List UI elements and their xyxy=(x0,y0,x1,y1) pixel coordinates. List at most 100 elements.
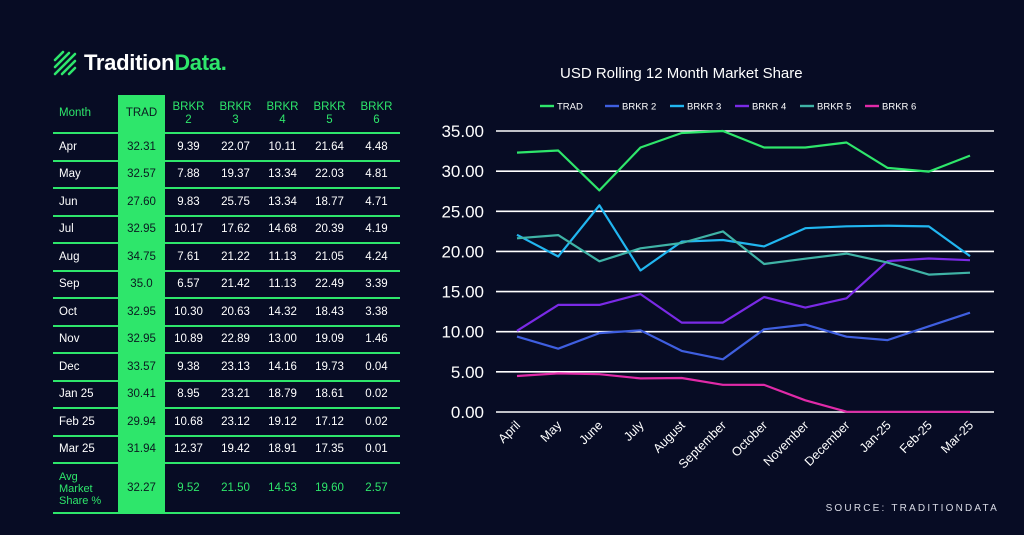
table-cell: 20.63 xyxy=(212,298,259,327)
y-tick-label: 25.00 xyxy=(441,202,484,221)
column-header-brkr-6: BRKR 6 xyxy=(353,95,400,134)
table-row: Aug 34.75 7.61 21.22 11.13 21.05 4.24 xyxy=(53,243,400,272)
row-label: Sep xyxy=(53,270,118,299)
table-cell: 29.94 xyxy=(118,408,165,437)
table-row: Oct 32.95 10.30 20.63 14.32 18.43 3.38 xyxy=(53,298,400,327)
x-tick-label: December xyxy=(802,418,853,469)
y-tick-label: 15.00 xyxy=(441,283,484,302)
table-cell: 3.39 xyxy=(353,270,400,299)
column-header-month: Month xyxy=(53,95,118,134)
table-cell: 1.46 xyxy=(353,325,400,354)
table-cell: 25.75 xyxy=(212,188,259,217)
table-cell: 21.64 xyxy=(306,133,353,162)
row-label: Oct xyxy=(53,298,118,327)
legend-label: TRAD xyxy=(557,102,583,113)
row-label: Feb 25 xyxy=(53,408,118,437)
table-cell: 10.17 xyxy=(165,215,212,244)
average-cell: 2.57 xyxy=(353,463,400,514)
y-tick-label: 5.00 xyxy=(451,363,484,382)
row-label: Aug xyxy=(53,243,118,272)
series-line-brkr-2 xyxy=(516,311,971,361)
table-cell: 31.94 xyxy=(118,435,165,464)
y-tick-label: 20.00 xyxy=(441,242,484,261)
column-header-brkr-4: BRKR 4 xyxy=(259,95,306,134)
brand-name-part2: Data. xyxy=(174,50,227,75)
legend-label: BRKR 4 xyxy=(752,102,786,113)
source-note: SOURCE: TRADITIONDATA xyxy=(825,503,999,514)
x-tick-label: Feb-25 xyxy=(897,418,935,456)
table-cell: 10.89 xyxy=(165,325,212,354)
table-cell: 19.42 xyxy=(212,435,259,464)
table-cell: 23.12 xyxy=(212,408,259,437)
table-cell: 7.61 xyxy=(165,243,212,272)
table-cell: 32.57 xyxy=(118,160,165,189)
x-tick-label: Jan-25 xyxy=(857,418,894,455)
table-row: Jul 32.95 10.17 17.62 14.68 20.39 4.19 xyxy=(53,215,400,244)
legend-label: BRKR 2 xyxy=(622,102,656,113)
table-cell: 12.37 xyxy=(165,435,212,464)
table-cell: 0.04 xyxy=(353,353,400,382)
table-cell: 0.01 xyxy=(353,435,400,464)
table-cell: 18.79 xyxy=(259,380,306,409)
table-cell: 8.95 xyxy=(165,380,212,409)
average-cell: 21.50 xyxy=(212,463,259,514)
row-label: Dec xyxy=(53,353,118,382)
row-label: Nov xyxy=(53,325,118,354)
y-tick-label: 10.00 xyxy=(441,323,484,342)
column-header-trad: TRAD xyxy=(118,95,165,134)
table-cell: 18.61 xyxy=(306,380,353,409)
table-cell: 3.38 xyxy=(353,298,400,327)
table-cell: 32.31 xyxy=(118,133,165,162)
table-cell: 13.00 xyxy=(259,325,306,354)
table-cell: 11.13 xyxy=(259,243,306,272)
series-line-brkr-3 xyxy=(516,204,971,272)
table-cell: 21.42 xyxy=(212,270,259,299)
x-tick-label: August xyxy=(650,418,688,456)
table-cell: 4.71 xyxy=(353,188,400,217)
table-cell: 18.77 xyxy=(306,188,353,217)
table-cell: 18.91 xyxy=(259,435,306,464)
table-cell: 17.62 xyxy=(212,215,259,244)
row-label: Jan 25 xyxy=(53,380,118,409)
row-label: May xyxy=(53,160,118,189)
table-cell: 11.13 xyxy=(259,270,306,299)
table-cell: 21.22 xyxy=(212,243,259,272)
chart-title: USD Rolling 12 Month Market Share xyxy=(560,65,803,82)
table-cell: 22.89 xyxy=(212,325,259,354)
table-cell: 0.02 xyxy=(353,380,400,409)
table-cell: 32.95 xyxy=(118,298,165,327)
table-row: Jan 25 30.41 8.95 23.21 18.79 18.61 0.02 xyxy=(53,380,400,409)
x-tick-label: June xyxy=(576,418,605,447)
row-label: Apr xyxy=(53,133,118,162)
tradition-logo-icon xyxy=(53,50,77,76)
average-cell: 9.52 xyxy=(165,463,212,514)
table-cell: 23.13 xyxy=(212,353,259,382)
table-cell: 4.48 xyxy=(353,133,400,162)
y-tick-label: 0.00 xyxy=(451,403,484,422)
market-share-table: Month TRAD BRKR 2 BRKR 3 BRKR 4 BRKR 5 BRKR 6 Apr 32… xyxy=(53,95,400,514)
average-cell: 32.27 xyxy=(118,463,165,514)
table-cell: 13.34 xyxy=(259,160,306,189)
table-cell: 17.35 xyxy=(306,435,353,464)
table-cell: 20.39 xyxy=(306,215,353,244)
y-tick-label: 35.00 xyxy=(441,122,484,141)
table-cell: 14.68 xyxy=(259,215,306,244)
table-cell: 13.34 xyxy=(259,188,306,217)
table-cell: 22.49 xyxy=(306,270,353,299)
table-row: Apr 32.31 9.39 22.07 10.11 21.64 4.48 xyxy=(53,133,400,162)
x-tick-label: April xyxy=(496,418,524,446)
table-cell: 14.32 xyxy=(259,298,306,327)
table-cell: 14.16 xyxy=(259,353,306,382)
table-cell: 23.21 xyxy=(212,380,259,409)
table-row: Dec 33.57 9.38 23.13 14.16 19.73 0.04 xyxy=(53,353,400,382)
table-cell: 35.0 xyxy=(118,270,165,299)
brand-logo: TraditionData. xyxy=(52,50,227,76)
row-label: Mar 25 xyxy=(53,435,118,464)
row-label: Jul xyxy=(53,215,118,244)
legend-label: BRKR 6 xyxy=(882,102,916,113)
table-cell: 19.73 xyxy=(306,353,353,382)
legend-label: BRKR 3 xyxy=(687,102,721,113)
table-cell: 10.11 xyxy=(259,133,306,162)
table-cell: 22.03 xyxy=(306,160,353,189)
